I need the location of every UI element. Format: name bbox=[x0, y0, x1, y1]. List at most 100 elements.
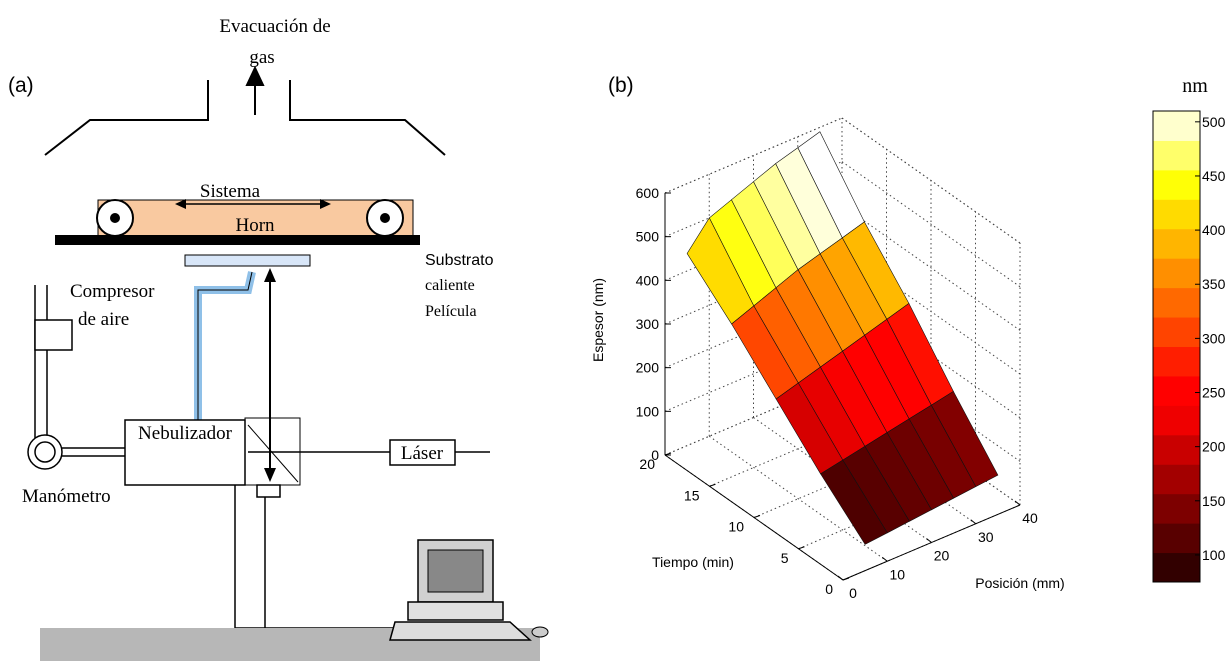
x-tick-label: 20 bbox=[934, 548, 950, 564]
tick-mark bbox=[664, 452, 672, 456]
hood bbox=[289, 80, 446, 156]
tick-mark bbox=[881, 556, 888, 562]
arrow-head bbox=[264, 268, 276, 282]
grid-line bbox=[664, 204, 843, 281]
substrate bbox=[184, 254, 311, 267]
tick-mark bbox=[1014, 500, 1021, 506]
arrow-head bbox=[175, 199, 186, 209]
tick-mark bbox=[709, 483, 716, 487]
x-tick-label: 0 bbox=[849, 585, 857, 601]
colorbar-band bbox=[1153, 287, 1200, 318]
surface-plot: 010020030040050060001020304005101520(b)P… bbox=[590, 74, 1226, 601]
valve bbox=[34, 319, 73, 351]
tick-mark bbox=[842, 577, 850, 581]
colorbar-tick-label: 500 bbox=[1202, 114, 1226, 130]
z-tick-label: 400 bbox=[636, 272, 660, 288]
substrate-label: Substrato bbox=[425, 252, 494, 269]
z-tick-label: 0 bbox=[651, 447, 659, 463]
surface-patch bbox=[820, 459, 888, 545]
beam-splitter bbox=[247, 424, 299, 483]
colorbar-tick-label: 450 bbox=[1202, 168, 1226, 184]
hood bbox=[44, 80, 209, 156]
colorbar-band bbox=[1153, 464, 1200, 495]
tick-mark bbox=[753, 515, 761, 518]
grid-line bbox=[664, 335, 843, 412]
grid-line bbox=[753, 442, 932, 518]
panel-label: (a) bbox=[8, 74, 34, 97]
colorbar-tick-label: 400 bbox=[1202, 222, 1226, 238]
colorbar-band bbox=[1153, 523, 1200, 554]
grid-line bbox=[708, 435, 888, 562]
z-tick-label: 100 bbox=[636, 403, 660, 419]
colorbar-tick-label: 300 bbox=[1202, 330, 1226, 346]
spray-tube bbox=[194, 271, 256, 420]
colorbar-tick-label: 350 bbox=[1202, 276, 1226, 292]
exhaust-label: gas bbox=[249, 47, 274, 68]
compressor-label: Compresor bbox=[70, 281, 155, 302]
z-tick-label: 500 bbox=[636, 229, 660, 245]
mouse bbox=[531, 626, 549, 638]
compressor-label: de aire bbox=[78, 309, 129, 330]
manometer-label: Manómetro bbox=[22, 486, 111, 507]
arrow-head bbox=[320, 199, 331, 209]
colorbar-band bbox=[1153, 405, 1200, 436]
x-tick-label: 30 bbox=[978, 529, 994, 545]
colorbar-band bbox=[1153, 199, 1200, 230]
x-tick-label: 10 bbox=[889, 566, 905, 582]
spray-tube bbox=[197, 271, 253, 420]
x-axis-label: Posición (mm) bbox=[975, 575, 1064, 591]
colorbar-band bbox=[1153, 228, 1200, 259]
computer-screen bbox=[427, 549, 484, 593]
y-tick-label: 15 bbox=[684, 487, 700, 503]
roller bbox=[380, 213, 390, 223]
nebulizer-label: Nebulizador bbox=[138, 423, 233, 444]
colorbar-band bbox=[1153, 493, 1200, 524]
x-tick-label: 40 bbox=[1022, 510, 1038, 526]
panel-label: (b) bbox=[608, 74, 634, 97]
nebulizer bbox=[124, 419, 246, 486]
grid-line bbox=[798, 473, 976, 550]
colorbar-tick-label: 250 bbox=[1202, 385, 1226, 401]
colorbar-band bbox=[1153, 552, 1200, 583]
colorbar-band bbox=[1153, 346, 1200, 377]
colorbar-tick-label: 100 bbox=[1202, 547, 1226, 563]
z-tick-label: 600 bbox=[636, 185, 660, 201]
system-label: Sistema bbox=[200, 181, 261, 202]
colorbar-band bbox=[1153, 375, 1200, 406]
y-tick-label: 5 bbox=[781, 550, 789, 566]
colorbar-frame bbox=[1152, 110, 1201, 583]
detector bbox=[256, 484, 281, 498]
colorbar-label: nm bbox=[1182, 75, 1208, 97]
tick-mark bbox=[837, 575, 844, 581]
y-axis-label: Tiempo (min) bbox=[652, 554, 734, 570]
grid-line bbox=[664, 248, 843, 325]
colorbar-band bbox=[1153, 111, 1200, 141]
roller bbox=[110, 213, 120, 223]
y-tick-label: 0 bbox=[825, 581, 833, 597]
substrate-label: caliente bbox=[425, 277, 475, 294]
colorbar-band bbox=[1153, 434, 1200, 465]
arrow-head bbox=[264, 468, 276, 482]
grid-line bbox=[664, 292, 843, 369]
colorbar-tick-label: 200 bbox=[1202, 439, 1226, 455]
y-tick-label: 10 bbox=[728, 519, 744, 535]
z-axis-label: Espesor (nm) bbox=[590, 278, 606, 362]
colorbar-band bbox=[1153, 317, 1200, 347]
computer-case bbox=[407, 601, 504, 621]
grid-line bbox=[664, 117, 843, 194]
grid-line bbox=[709, 410, 887, 487]
arrow-head bbox=[245, 65, 265, 86]
colorbar-band bbox=[1153, 169, 1200, 200]
laser-label: Láser bbox=[401, 443, 444, 464]
colorbar-band bbox=[1153, 140, 1200, 171]
tick-mark bbox=[798, 546, 805, 550]
keyboard bbox=[389, 621, 532, 641]
grid-line bbox=[841, 161, 1021, 288]
tick-mark bbox=[926, 538, 932, 543]
grid-line bbox=[664, 161, 843, 238]
z-tick-label: 300 bbox=[636, 316, 660, 332]
colorbar-band bbox=[1153, 258, 1200, 289]
horn-label: Horn bbox=[235, 215, 275, 236]
rail bbox=[55, 235, 420, 245]
